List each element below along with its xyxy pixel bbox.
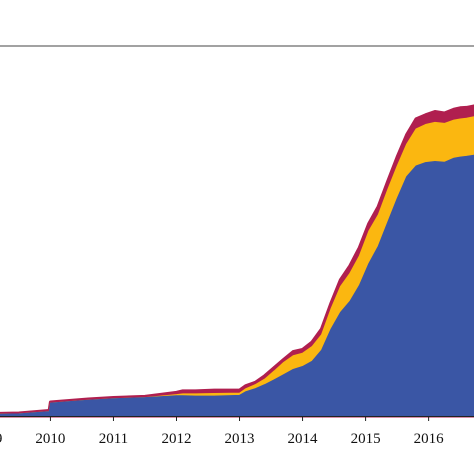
x-tick-label-2012: 2012 (161, 431, 191, 447)
x-tick-label-2014: 2014 (288, 431, 319, 447)
x-tick-label-2009: 2009 (0, 431, 2, 447)
x-tick-label-2016: 2016 (414, 431, 445, 447)
x-tick-label-2013: 2013 (225, 431, 255, 447)
x-tick-label-2010: 2010 (35, 431, 65, 447)
x-axis (0, 416, 474, 421)
series-area-1 (0, 154, 474, 417)
x-tick-labels: 2009 2010 2011 2012 2013 2014 2015 2016 (0, 431, 444, 447)
series-layer (0, 104, 474, 418)
x-tick-label-2011: 2011 (99, 431, 128, 447)
x-tick-label-2015: 2015 (351, 431, 381, 447)
